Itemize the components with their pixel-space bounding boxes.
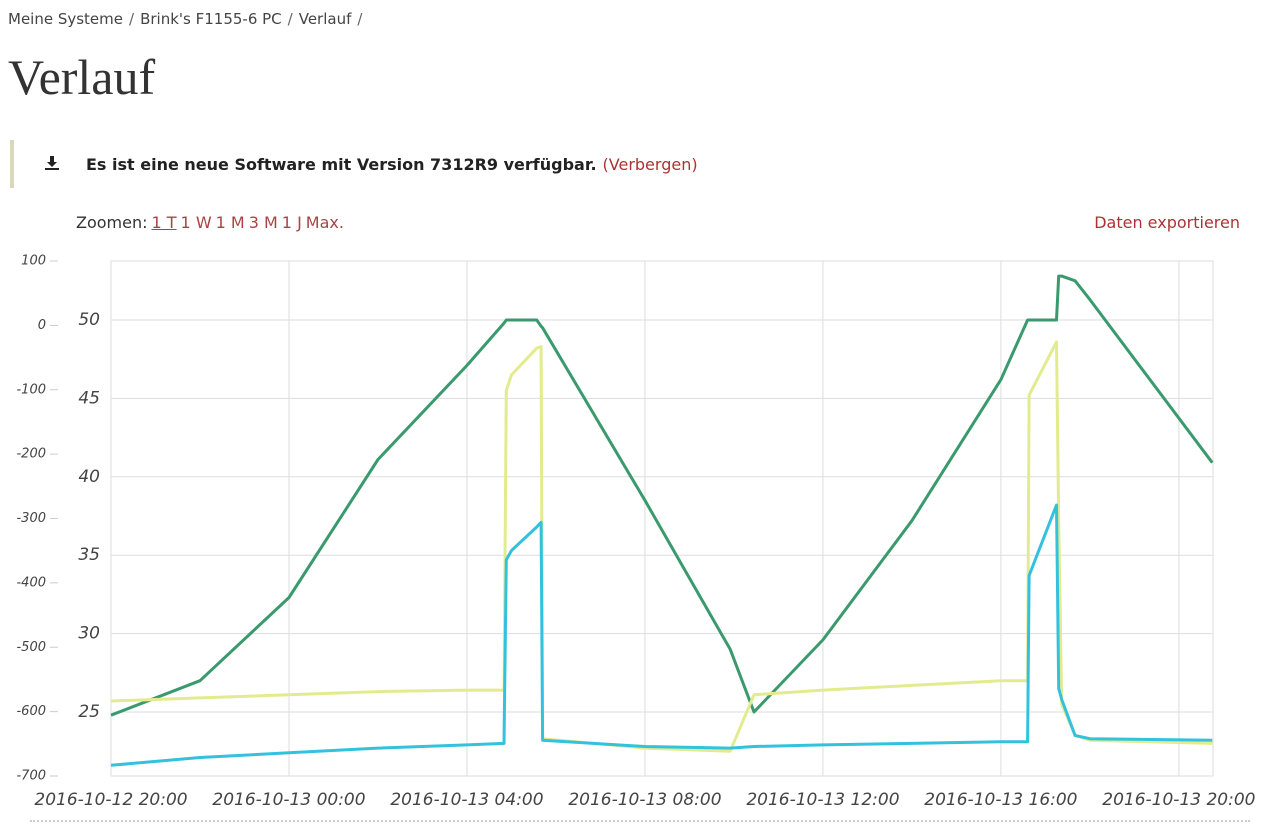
zoom-option[interactable]: 1 T: [151, 213, 177, 232]
x-tick-label: 2016-10-12 20:00: [34, 790, 187, 810]
zoom-label: Zoomen:: [76, 213, 148, 232]
y2-tick-label: -500: [16, 640, 46, 655]
zoom-option[interactable]: Max.: [305, 213, 344, 232]
x-tick-label: 2016-10-13 16:00: [924, 790, 1077, 810]
series-line: [110, 503, 1213, 767]
y-tick-label: 50: [78, 310, 100, 330]
x-tick-label: 2016-10-13 00:00: [212, 790, 365, 810]
plot-area: [110, 260, 1214, 777]
zoom-option[interactable]: 1 J: [281, 213, 302, 232]
zoom-option[interactable]: 3 M: [248, 213, 278, 232]
hide-link[interactable]: (Verbergen): [602, 155, 698, 174]
y2-tick-label: -600: [16, 704, 46, 719]
zoom-option[interactable]: 1 M: [215, 213, 245, 232]
y-tick-label: 45: [78, 388, 100, 408]
y-tick-label: 35: [78, 545, 100, 565]
y2-tick-label: 100: [21, 254, 46, 269]
separator: /: [287, 10, 293, 28]
breadcrumb: Meine Systeme / Brink's F1155-6 PC / Verlauf…: [8, 10, 368, 28]
y-tick-label: 40: [78, 467, 100, 487]
download-icon: [45, 156, 59, 170]
separator: /: [129, 10, 135, 28]
message: Es ist eine neue Software mit Version 73…: [86, 155, 597, 174]
export-link[interactable]: Daten exportieren: [1094, 213, 1240, 232]
chart: 25 30 35 40 45 50 -700 -600 -500 -400 -300 -200 -100…: [16, 254, 1255, 811]
notice-text: Es ist eine neue Software mit Version 73…: [86, 155, 698, 174]
y2-tick-label: -700: [16, 769, 46, 784]
breadcrumb-item[interactable]: Verlauf: [298, 10, 352, 28]
page-title: Verlauf: [8, 49, 156, 105]
divider: [30, 820, 1250, 822]
breadcrumb-item[interactable]: Brink's F1155-6 PC: [140, 10, 282, 28]
y2-tick-label: -200: [16, 447, 46, 462]
breadcrumb-item[interactable]: Meine Systeme: [8, 10, 124, 28]
x-tick-label: 2016-10-13 04:00: [390, 790, 543, 810]
separator: /: [357, 10, 363, 28]
y2-tick-label: -100: [16, 382, 46, 397]
x-tick-label: 2016-10-13 12:00: [746, 790, 899, 810]
x-tick-label: 2016-10-13 20:00: [1102, 790, 1255, 810]
y-tick-label: 25: [78, 702, 100, 722]
y2-tick-label: -300: [16, 511, 46, 526]
series-line: [110, 340, 1213, 753]
y2-tick-label: 0: [38, 318, 46, 333]
y-tick-label: 30: [78, 624, 100, 644]
zoom-option[interactable]: 1 W: [180, 213, 212, 232]
y2-tick-label: -400: [16, 575, 46, 590]
x-tick-label: 2016-10-13 08:00: [568, 790, 721, 810]
notice: Es ist eine neue Software mit Version 73…: [10, 140, 914, 188]
series-line: [110, 274, 1214, 717]
